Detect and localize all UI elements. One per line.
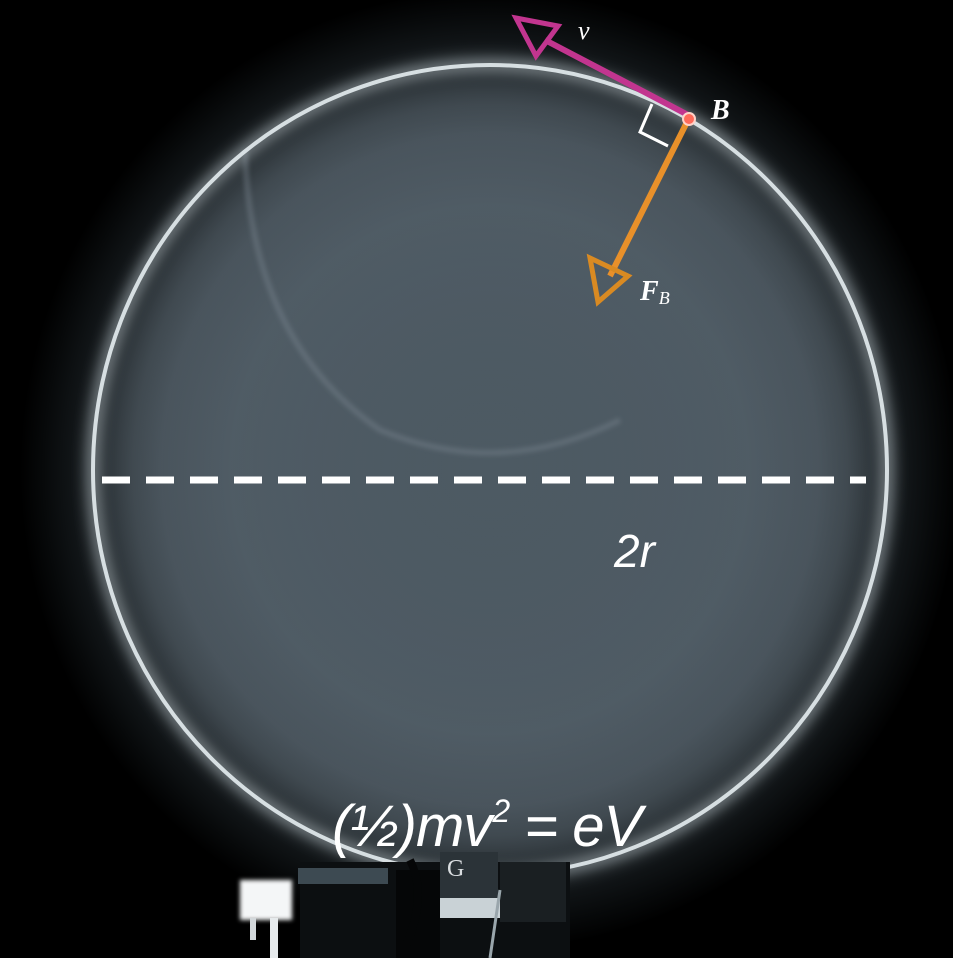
force-label-subscript: B xyxy=(658,288,670,308)
electron-gun-apparatus xyxy=(240,852,570,958)
force-arrowhead xyxy=(586,253,633,307)
diameter-label: 2r xyxy=(614,525,655,577)
energy-equation: (½)mv2 = eV xyxy=(332,793,642,859)
gun-label: G xyxy=(447,856,465,882)
electron-point xyxy=(682,112,696,126)
tube-haze xyxy=(70,40,910,900)
magnetic-field-label: B xyxy=(711,95,730,126)
force-label: FB xyxy=(640,276,670,308)
right-angle-marker xyxy=(638,103,669,148)
reflection-arc xyxy=(242,149,622,456)
force-arrow-shaft xyxy=(607,118,691,278)
energy-equation-exponent: 2 xyxy=(492,793,510,829)
energy-equation-prefix: (½)mv xyxy=(332,794,492,859)
force-label-main: F xyxy=(640,276,659,307)
energy-equation-suffix: = eV xyxy=(509,794,642,859)
velocity-arrowhead xyxy=(511,14,563,61)
velocity-arrow-shaft xyxy=(543,37,692,119)
velocity-label: v xyxy=(578,16,590,45)
